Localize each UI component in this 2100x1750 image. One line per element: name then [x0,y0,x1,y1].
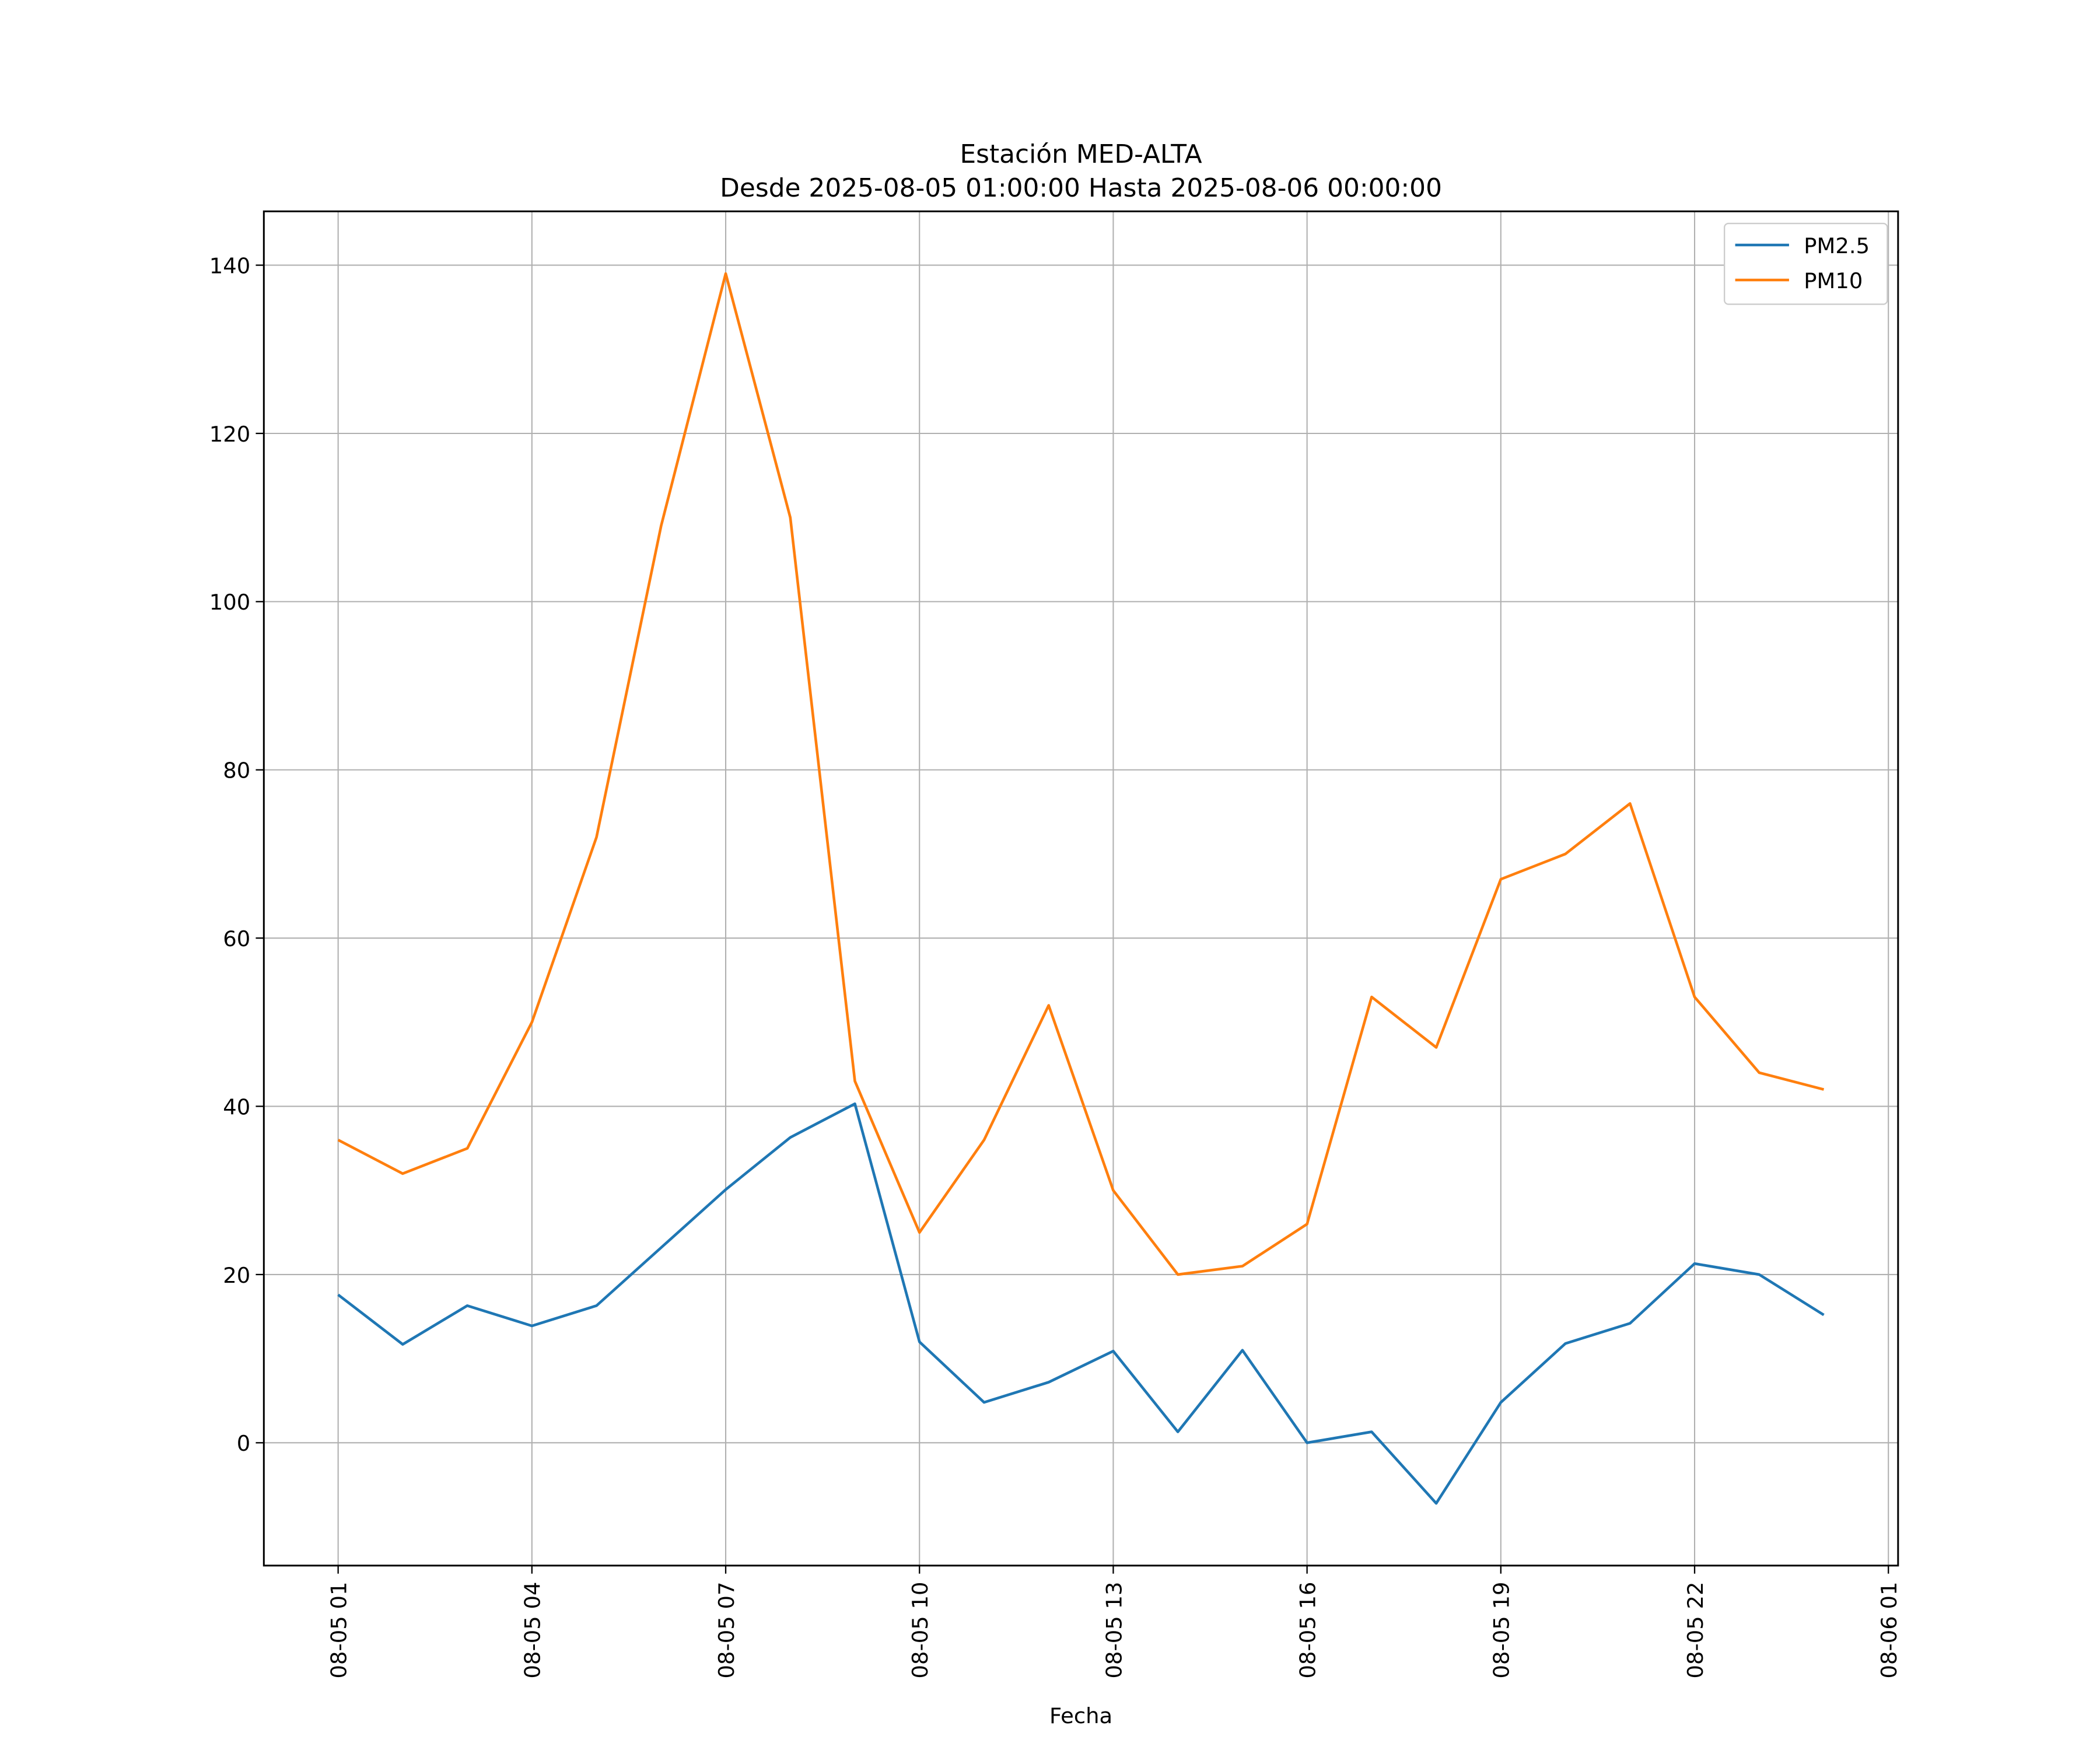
y-tick-label: 20 [223,1263,250,1288]
x-tick-label: 08-05 04 [520,1582,545,1679]
series-line-pm10 [337,272,1825,1276]
x-tick-label: 08-06 01 [1877,1582,1902,1679]
y-tick-label: 120 [209,422,250,447]
x-axis-label: Fecha [1049,1703,1112,1728]
plot-frame [262,210,1899,1567]
legend: PM2.5 PM10 [1723,222,1888,305]
grid [264,211,1898,1566]
y-tick-label: 140 [209,253,250,278]
y-tick-label: 60 [223,926,250,951]
series-lines [337,272,1825,1505]
x-tick-label: 08-05 22 [1683,1582,1708,1679]
legend-label-pm25: PM2.5 [1804,233,1870,258]
x-tick-label: 08-05 19 [1489,1582,1514,1679]
x-tick-label: 08-05 13 [1101,1582,1126,1679]
y-tick-label: 80 [223,758,250,783]
series-line-pm25 [337,1102,1825,1505]
x-tick-label: 08-05 10 [908,1582,933,1679]
x-tick-label: 08-05 07 [714,1582,739,1679]
x-tick-label: 08-05 01 [326,1582,351,1679]
y-tick-label: 40 [223,1094,250,1119]
chart-title: Estación MED-ALTA [960,139,1202,169]
y-tick-label: 100 [209,590,250,615]
x-tick-label: 08-05 16 [1295,1582,1320,1679]
chart-subtitle: Desde 2025-08-05 01:00:00 Hasta 2025-08-… [720,173,1442,203]
y-tick-label: 0 [237,1431,250,1456]
legend-label-pm10: PM10 [1804,268,1863,293]
ticks: 08-05 01 08-05 04 08-05 07 08-05 10 08-05 13… [209,253,1902,1678]
